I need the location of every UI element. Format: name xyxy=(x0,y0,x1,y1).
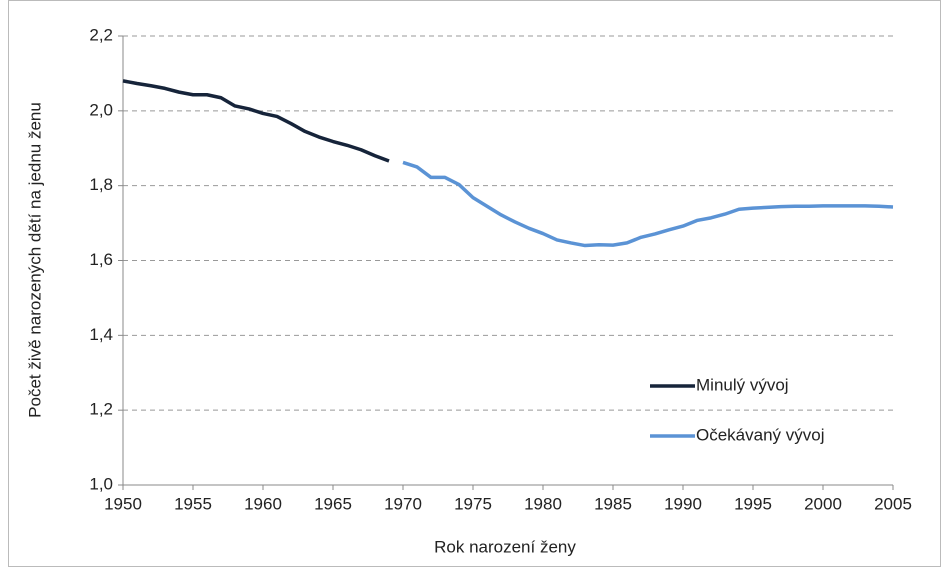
y-tick-label: 1,6 xyxy=(89,250,113,269)
y-tick-label: 1,2 xyxy=(89,400,113,419)
y-axis-label: Počet živě narozených dětí na jednu ženu xyxy=(25,102,44,418)
x-axis-label: Rok narození ženy xyxy=(434,537,576,556)
x-tick-label: 1965 xyxy=(314,494,352,513)
x-tick-label: 1950 xyxy=(104,494,142,513)
chart-frame xyxy=(8,0,941,567)
x-tick-label: 1990 xyxy=(664,494,702,513)
series-line xyxy=(402,160,894,248)
x-tick-label: 1985 xyxy=(594,494,632,513)
x-tick-label: 1995 xyxy=(734,494,772,513)
y-tick-label: 1,8 xyxy=(89,175,113,194)
legend-label: Minulý vývoj xyxy=(696,375,789,394)
series-line xyxy=(122,79,390,163)
legend-label: Očekávaný vývoj xyxy=(696,425,825,444)
x-tick-label: 1955 xyxy=(174,494,212,513)
x-tick-label: 1960 xyxy=(244,494,282,513)
x-tick-label: 1970 xyxy=(384,494,422,513)
y-tick-label: 2,0 xyxy=(89,100,113,119)
x-tick-label: 2005 xyxy=(874,494,912,513)
y-tick-label: 2,2 xyxy=(89,25,113,44)
x-tick-label: 1980 xyxy=(524,494,562,513)
x-tick-label: 2000 xyxy=(804,494,842,513)
x-tick-label: 1975 xyxy=(454,494,492,513)
y-tick-label: 1,4 xyxy=(89,325,113,344)
y-tick-label: 1,0 xyxy=(89,474,113,493)
